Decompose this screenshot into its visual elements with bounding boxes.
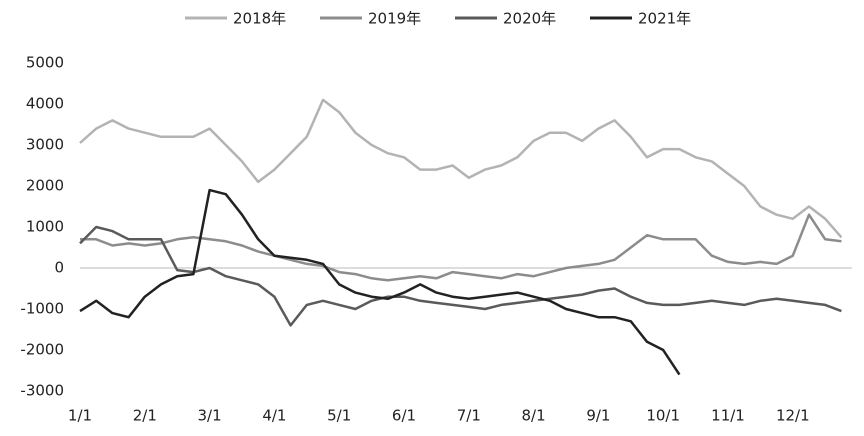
- legend-label: 2020年: [503, 10, 556, 28]
- y-tick-label: 0: [54, 259, 64, 277]
- series-line: [79, 98, 843, 239]
- y-tick-label: 1000: [26, 218, 64, 236]
- y-tick-label: 2000: [26, 177, 64, 195]
- x-tick-label: 11/1: [711, 407, 745, 425]
- legend-label: 2021年: [638, 10, 691, 28]
- y-tick-label: -1000: [20, 300, 64, 318]
- legend-label: 2019年: [368, 10, 421, 28]
- x-tick-label: 10/1: [646, 407, 680, 425]
- series-line: [79, 225, 842, 327]
- x-tick-label: 6/1: [392, 407, 416, 425]
- x-tick-label: 9/1: [586, 407, 610, 425]
- series-line: [80, 213, 842, 282]
- series-line: [79, 188, 681, 376]
- x-tick-label: 2/1: [133, 407, 157, 425]
- y-tick-label: -3000: [20, 382, 64, 400]
- x-tick-label: 5/1: [327, 407, 351, 425]
- y-tick-label: -2000: [20, 341, 64, 359]
- x-tick-label: 7/1: [457, 407, 481, 425]
- y-tick-label: 3000: [26, 136, 64, 154]
- x-tick-label: 4/1: [262, 407, 286, 425]
- legend-label: 2018年: [233, 10, 286, 28]
- y-tick-label: 4000: [26, 95, 64, 113]
- x-tick-label: 1/1: [68, 407, 92, 425]
- x-tick-label: 8/1: [522, 407, 546, 425]
- y-tick-label: 5000: [26, 54, 64, 72]
- x-tick-label: 12/1: [776, 407, 810, 425]
- x-tick-label: 3/1: [198, 407, 222, 425]
